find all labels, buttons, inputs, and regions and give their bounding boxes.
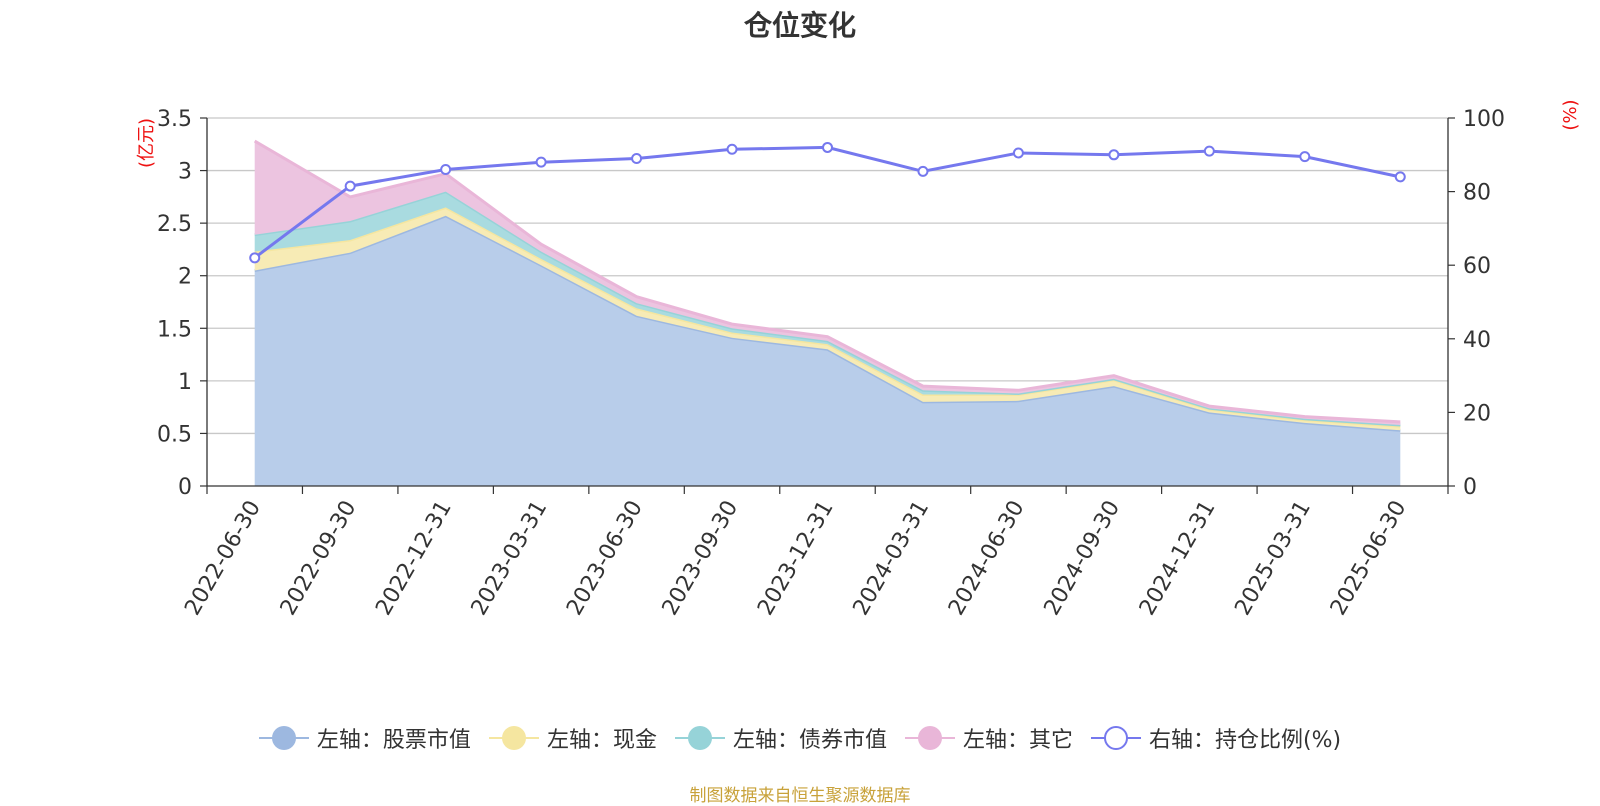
left-axis-tick-label: 0.5 xyxy=(157,422,192,447)
right-axis-tick-label: 40 xyxy=(1463,328,1491,353)
ratio-point xyxy=(822,141,833,153)
legend-label: 左轴：股票市值 xyxy=(316,728,471,753)
ratio-point xyxy=(535,156,547,168)
legend-item[interactable]: 左轴：现金 xyxy=(488,722,657,754)
ratio-point xyxy=(1203,145,1215,157)
left-axis-unit: (亿元) xyxy=(136,118,157,168)
right-axis-tick-label: 60 xyxy=(1463,254,1491,279)
ratio-point xyxy=(1012,147,1024,159)
legend-label: 左轴：债券市值 xyxy=(732,728,887,753)
left-axis-tick-label: 3 xyxy=(178,160,192,185)
legend-label: 右轴：持仓比例(%) xyxy=(1148,728,1342,753)
left-axis-tick-label: 2.5 xyxy=(157,212,192,237)
ratio-point xyxy=(344,180,356,192)
legend-item[interactable]: 左轴：股票市值 xyxy=(258,722,471,754)
chart-title: 仓位变化 xyxy=(743,9,856,42)
x-axis-tick-label: 2024-12-31 xyxy=(1135,497,1221,620)
x-axis-tick-label: 2023-12-31 xyxy=(753,497,839,620)
legend-marker-icon xyxy=(1090,726,1141,750)
left-axis-tick-label: 1.5 xyxy=(157,317,192,342)
ratio-point xyxy=(1299,151,1311,163)
x-axis-tick-label: 2022-09-30 xyxy=(276,497,362,620)
x-axis-tick-label: 2024-03-31 xyxy=(849,497,935,620)
ratio-point xyxy=(1394,171,1406,183)
x-axis-tick-label: 2022-12-31 xyxy=(371,496,457,619)
legend-label: 左轴：现金 xyxy=(546,728,657,753)
ratio-point xyxy=(631,152,643,164)
left-axis-tick-label: 0 xyxy=(178,475,192,500)
legend-item[interactable]: 左轴：其它 xyxy=(904,722,1073,754)
legend-marker-icon xyxy=(258,726,309,750)
x-axis-tick-label: 2023-06-30 xyxy=(562,497,648,620)
ratio-point xyxy=(440,164,452,176)
right-axis-tick-label: 0 xyxy=(1463,475,1477,500)
ratio-point xyxy=(1108,149,1120,161)
right-axis-tick-label: 20 xyxy=(1463,401,1491,426)
x-axis-tick-label: 2023-09-30 xyxy=(658,497,744,620)
legend-label: 左轴：其它 xyxy=(962,728,1073,753)
x-axis-tick-label: 2022-06-30 xyxy=(180,497,266,620)
left-axis-tick-label: 1 xyxy=(178,370,192,395)
right-axis-unit: (%) xyxy=(1560,99,1581,130)
ratio-point xyxy=(726,143,738,155)
left-axis-tick-label: 3.5 xyxy=(157,107,192,132)
legend: 左轴：股票市值 左轴：现金 左轴：债券市值 左轴：其它 右轴：持仓比例(%) xyxy=(0,722,1600,756)
source-note: 制图数据来自恒生聚源数据库 xyxy=(689,786,911,806)
legend-item[interactable]: 左轴：债券市值 xyxy=(674,722,887,754)
legend-marker-icon xyxy=(674,726,725,750)
area-layer xyxy=(253,139,1401,487)
legend-marker-icon xyxy=(904,726,955,750)
x-axis-tick-label: 2025-03-31 xyxy=(1230,497,1316,620)
legend-marker-icon xyxy=(488,726,539,750)
legend-item[interactable]: 右轴：持仓比例(%) xyxy=(1090,722,1342,754)
right-axis-tick-label: 100 xyxy=(1463,107,1505,132)
x-axis-tick-label: 2024-09-30 xyxy=(1040,497,1126,620)
x-axis-tick-label: 2024-06-30 xyxy=(944,497,1030,620)
ratio-point xyxy=(917,165,929,177)
right-axis-tick-label: 80 xyxy=(1463,181,1491,206)
x-axis-tick-label: 2025-06-30 xyxy=(1326,497,1412,620)
area-series xyxy=(254,207,1401,431)
ratio-point xyxy=(249,252,261,264)
line-layer xyxy=(249,141,1406,264)
left-axis-tick-label: 2 xyxy=(178,265,192,290)
x-axis-tick-label: 2023-03-31 xyxy=(467,497,553,620)
